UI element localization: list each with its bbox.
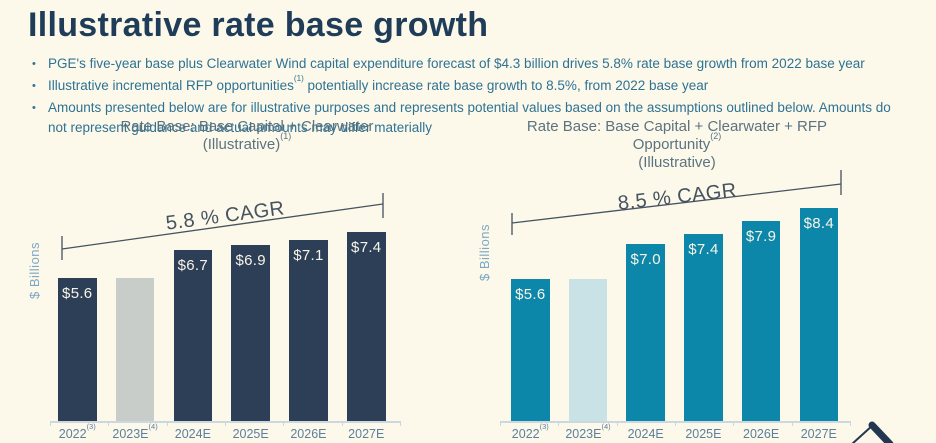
x-axis-label: 2027E	[800, 427, 837, 441]
bar-2024E: $6.7	[173, 250, 213, 421]
mountain-logo-icon	[851, 421, 894, 443]
bar-2023E	[568, 279, 608, 421]
x-axis-label: 2024E	[627, 427, 664, 441]
bullet-item: • PGE's five-year base plus Clearwater Wi…	[30, 54, 912, 74]
bar-2026E: $7.9	[741, 221, 781, 421]
x-axis-label: 2024E	[174, 427, 211, 441]
page-title: Illustrative rate base growth	[28, 6, 489, 44]
y-axis-label: $ Billions	[477, 223, 492, 281]
x-axis-label: 2027E	[348, 427, 385, 441]
axis-tick	[283, 421, 285, 426]
bar-value-label: $7.4	[351, 239, 382, 256]
bar-2027E: $8.4	[799, 208, 839, 421]
x-axis-label: 2023E(4)	[112, 422, 158, 441]
axis-tick	[733, 421, 735, 426]
axis-tick	[675, 421, 676, 426]
axis-tick	[166, 421, 168, 426]
x-axis-label: 2025E	[232, 427, 269, 441]
bullet-marker: •	[32, 102, 36, 114]
bar-value-label: $7.0	[630, 251, 661, 268]
footnote-ref: (1)	[293, 73, 304, 83]
footnote-ref: (2)	[710, 130, 722, 141]
bullet-item: • Illustrative incremental RFP opportunit…	[30, 73, 912, 96]
bullet-item: • Amounts presented below are for illustr…	[32, 100, 891, 135]
x-axis-label: 2022(3)	[511, 422, 549, 441]
bar-value-label: $7.9	[745, 228, 777, 245]
bar-2025E: $7.4	[684, 234, 723, 421]
bar-value-label: $5.6	[515, 286, 546, 303]
chart-title-line: Opportunity(2)	[632, 130, 722, 153]
footnote-ref: (4)	[601, 422, 611, 432]
bar-value-label: $6.9	[235, 252, 266, 269]
bar-value-label: $8.4	[803, 215, 834, 232]
axis-tick	[225, 421, 226, 426]
bar-value-label: $7.4	[688, 241, 719, 258]
chart-right: $ Billions $5.6 2022(3) 2023E(4) $7.0 2024E $7…	[477, 170, 860, 443]
chart-right-title: Rate Base: Base Capital + Clearwater + R…	[517, 118, 837, 172]
axis-tick	[108, 421, 110, 426]
axis-tick	[341, 421, 343, 426]
chart-title-line: Rate Base: Base Capital + Clearwater + R…	[526, 118, 828, 135]
axis-tick	[850, 421, 851, 426]
bullet-marker: •	[32, 58, 36, 70]
bar-2022: $5.6	[58, 278, 97, 421]
chart-left-title: Rate Base: Base Capital + Clearwater (Ill…	[87, 118, 407, 154]
bar-2022: $5.6	[511, 279, 550, 421]
bar-2024E: $7.0	[626, 244, 665, 421]
chart-title-line: (Illustrative)(1)	[202, 130, 292, 153]
bar-value-label: $6.7	[177, 257, 209, 274]
axis-tick	[500, 421, 501, 426]
axis-tick	[558, 421, 560, 426]
footnote-ref: (3)	[539, 422, 549, 432]
x-axis-label: 2023E(4)	[565, 422, 611, 441]
x-axis-label: 2026E	[743, 427, 780, 441]
axis-tick	[791, 421, 793, 426]
footnote-ref: (3)	[86, 422, 96, 432]
bar-2027E: $7.4	[347, 232, 386, 421]
chart-title-line: (Illustrative)	[638, 154, 716, 171]
bar-2025E: $6.9	[231, 245, 270, 421]
bar-value-label: $5.6	[62, 285, 93, 302]
x-axis-label: 2025E	[685, 427, 722, 441]
bar-value-label: $7.1	[293, 247, 324, 264]
axis-tick	[400, 421, 401, 426]
bullet-list: • PGE's five-year base plus Clearwater Wi…	[30, 54, 912, 140]
cagr-label: 8.5 % CAGR	[617, 179, 738, 214]
y-axis-label: $ Billions	[27, 241, 42, 299]
bar-2026E: $7.1	[289, 240, 328, 421]
footnote-ref: (1)	[280, 130, 292, 141]
chart-title-line: Rate Base: Base Capital + Clearwater	[120, 118, 374, 135]
axis-tick	[616, 421, 618, 426]
cagr-label: 5.8 % CAGR	[165, 197, 286, 234]
chart-left: $ Billions $5.6 2022(3) 2023E(4) $6.7 2024E $6…	[27, 180, 410, 443]
x-axis-label: 2022(3)	[58, 422, 96, 441]
bullet-marker: •	[32, 80, 36, 92]
axis-tick	[50, 421, 51, 426]
x-axis-label: 2026E	[290, 427, 327, 441]
footnote-ref: (4)	[148, 422, 158, 432]
bar-2023E	[115, 278, 155, 421]
